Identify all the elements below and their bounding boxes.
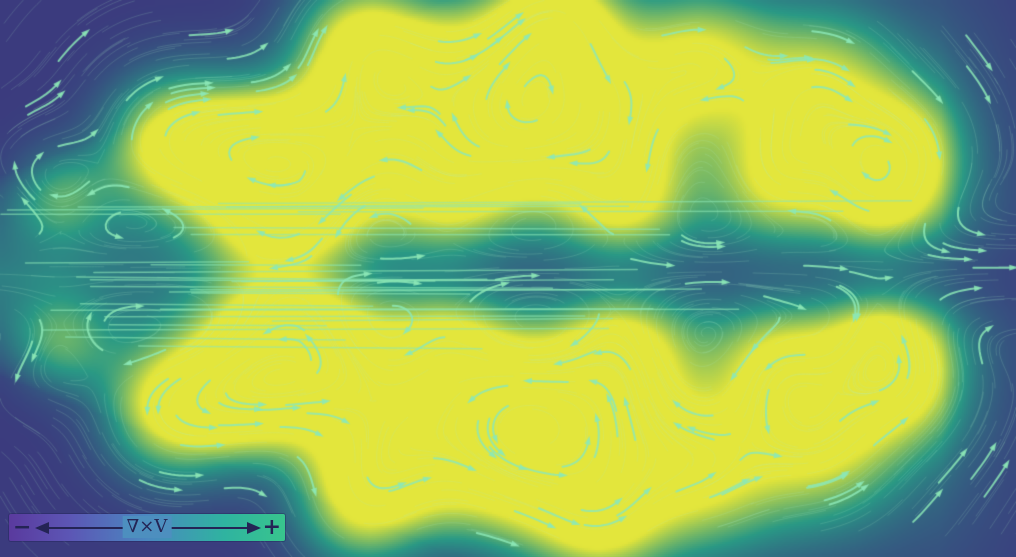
legend-min-symbol: − [13,514,32,540]
legend-max-symbol: + [262,514,281,540]
legend-curl-label: ∇×V [122,516,172,538]
arrow-right-icon [247,522,261,534]
vorticity-colorbar-legend: − ∇×V + [9,514,285,541]
arrow-left-icon [35,522,49,534]
